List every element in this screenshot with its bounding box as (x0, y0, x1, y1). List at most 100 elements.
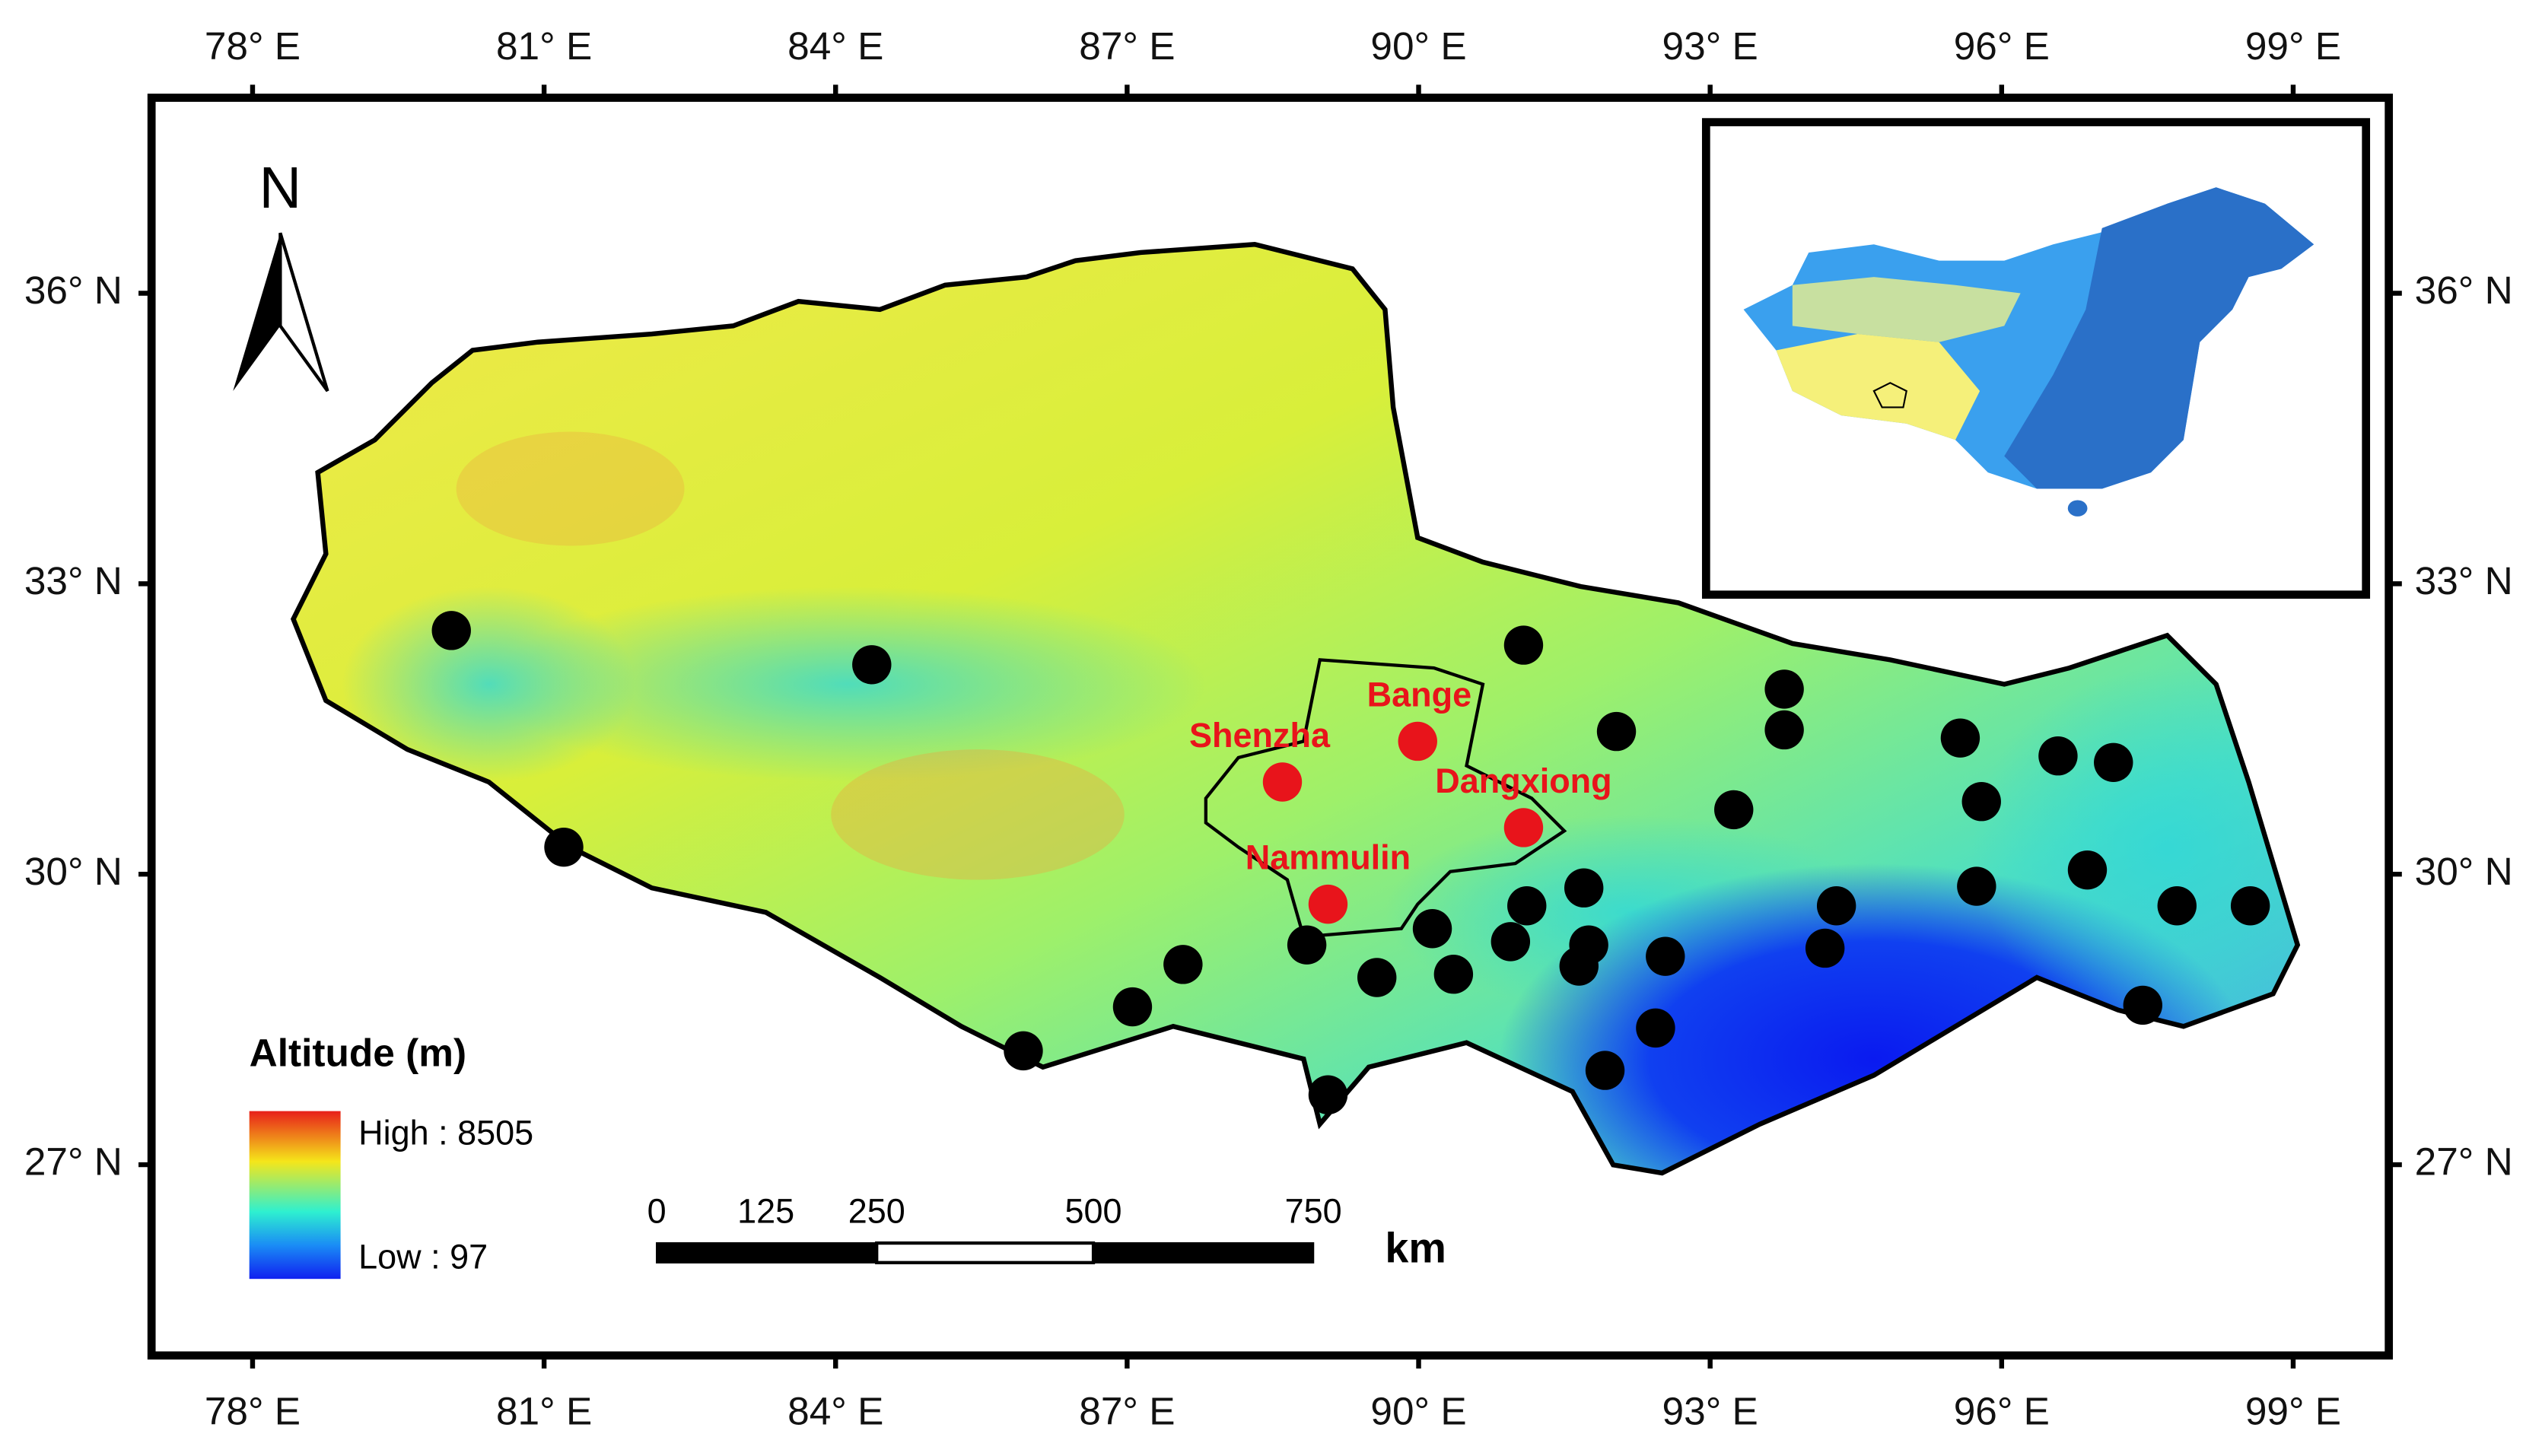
scale-label: 0 (647, 1191, 667, 1230)
inset-map (1701, 118, 2371, 599)
station-dot (1004, 1031, 1043, 1071)
station-dot (2094, 742, 2133, 782)
scale-label: 125 (737, 1191, 794, 1230)
station-dot (1646, 936, 1685, 976)
longitude-label: 78° E (205, 1389, 301, 1433)
latitude-label: 36° N (24, 268, 122, 312)
station-dot (1112, 987, 1153, 1027)
station-dot (1816, 886, 1856, 926)
latitude-label: 27° N (24, 1140, 122, 1184)
station-dot (2157, 886, 2197, 926)
station-dot (2067, 850, 2108, 890)
longitude-label: 84° E (787, 24, 883, 68)
legend: Altitude (m) High : 8505 Low : 97 (249, 1030, 533, 1280)
polygon-shape (278, 232, 329, 393)
longitude-label: 99° E (2245, 24, 2341, 68)
longitude-label: 87° E (1079, 24, 1175, 68)
station-dot (852, 645, 892, 685)
station-dot (1412, 909, 1452, 949)
ellipse-shape (1971, 668, 2298, 1027)
station-label: Bange (1367, 676, 1471, 714)
study-region-border (1204, 658, 1567, 939)
station-dot (2123, 985, 2162, 1025)
station-dot (1764, 669, 1804, 709)
longitude-label: 90° E (1370, 24, 1466, 68)
station-dot (1503, 625, 1544, 665)
latitude-label: 27° N (2415, 1140, 2513, 1184)
latitude-label: 33° N (2415, 558, 2513, 602)
station-dot (1805, 928, 1845, 968)
station-dot (1503, 808, 1544, 847)
latitude-label: 33° N (24, 558, 122, 602)
station-dot (1287, 925, 1327, 965)
station-dot (1262, 762, 1303, 802)
station-dot (1163, 945, 1203, 984)
latitude-label: 30° N (2415, 849, 2513, 893)
polygon-shape (1872, 382, 1907, 409)
g-shape: 0 125 250 500 750 (647, 1191, 1342, 1230)
legend-high: High : 8505 (358, 1114, 533, 1152)
station-dot (1961, 781, 2001, 822)
station-dot (431, 611, 471, 650)
longitude-label: 90° E (1370, 1389, 1466, 1433)
g-shape: 78° E 78° E 81° E 81° E 84° E 84° E 87° E 87° E… (24, 24, 2513, 1433)
station-dot (1564, 868, 1604, 908)
ellipse-shape (2067, 500, 2088, 517)
station-label: Nammulin (1246, 838, 1411, 877)
station-dot (1636, 1008, 1675, 1048)
legend-low: Low : 97 (358, 1237, 488, 1276)
map-frame (147, 94, 2394, 1360)
station-dot (2230, 886, 2270, 926)
station-dot (1308, 884, 1348, 924)
station-dot (1764, 710, 1804, 750)
station-label: Dangxiong (1435, 761, 1611, 800)
scale-unit: km (1385, 1224, 1446, 1271)
longitude-label: 84° E (787, 1389, 883, 1433)
longitude-label: 96° E (1954, 24, 2050, 68)
polygon-shape (1792, 277, 2021, 342)
polygon-shape (2004, 187, 2315, 489)
polygon-shape (1776, 334, 1980, 440)
station-dot (1433, 955, 1474, 994)
ellipse-shape (488, 586, 1206, 782)
legend-ramp (249, 1111, 341, 1280)
station-dot (1559, 946, 1599, 986)
station-label: Shenzha (1189, 716, 1331, 755)
station-dot (1357, 958, 1397, 997)
rect-shape (656, 1242, 878, 1264)
station-dot (1398, 721, 1437, 761)
study-stations: Shenzha Bange Dangxiong Nammulin (1189, 676, 1612, 924)
station-dot (1507, 886, 1547, 926)
station-dot (1308, 1075, 1348, 1114)
scale-label: 750 (1285, 1191, 1342, 1230)
latitude-label: 36° N (2415, 268, 2513, 312)
longitude-label: 93° E (1662, 24, 1758, 68)
polygon-shape (233, 233, 281, 391)
station-dot (1714, 790, 1754, 830)
longitude-label: 96° E (1954, 1389, 2050, 1433)
station-dot (1957, 866, 1996, 906)
station-dot (1491, 922, 1531, 962)
longitude-label: 81° E (496, 24, 592, 68)
scale-label: 250 (848, 1191, 905, 1230)
rect-shape (875, 1241, 1096, 1264)
north-arrow: N (233, 155, 329, 393)
longitude-label: 81° E (496, 1389, 592, 1433)
station-dot (1596, 711, 1637, 752)
rect-shape (1092, 1242, 1315, 1264)
ellipse-shape (342, 586, 636, 782)
ellipse-shape (456, 431, 685, 546)
scale-label: 500 (1065, 1191, 1122, 1230)
longitude-label: 99° E (2245, 1389, 2341, 1433)
longitude-label: 93° E (1662, 1389, 1758, 1433)
longitude-label: 87° E (1079, 1389, 1175, 1433)
station-dot (1585, 1051, 1625, 1090)
station-dot (2038, 736, 2078, 776)
scale-bar: km (656, 1224, 1446, 1271)
station-dot (544, 827, 584, 867)
latitude-label: 30° N (24, 849, 122, 893)
north-label: N (259, 155, 302, 221)
ellipse-shape (831, 749, 1125, 880)
